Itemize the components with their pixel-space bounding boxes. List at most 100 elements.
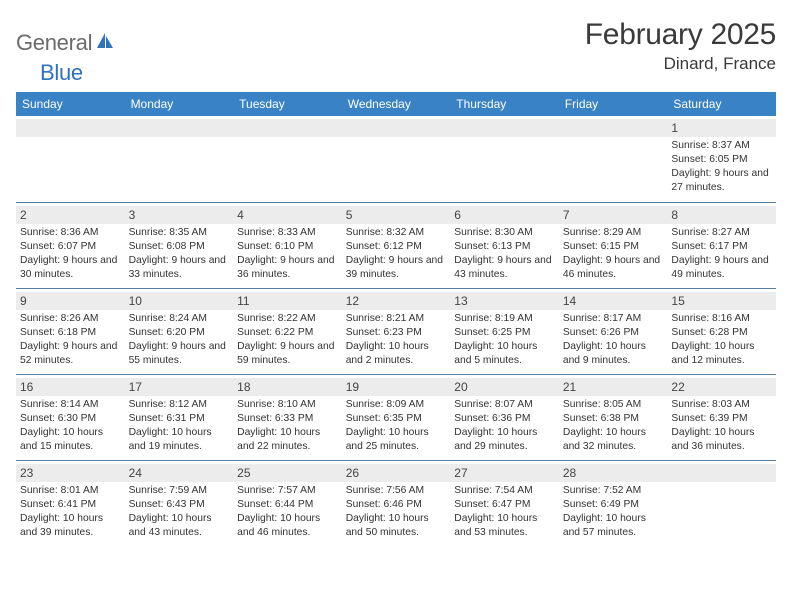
day-details: Sunrise: 8:09 AMSunset: 6:35 PMDaylight:… (346, 398, 447, 454)
calendar-cell (233, 116, 342, 202)
day-details: Sunrise: 8:37 AMSunset: 6:05 PMDaylight:… (671, 139, 772, 195)
day-number: 13 (450, 292, 559, 310)
day-number: 16 (16, 378, 125, 396)
day-details: Sunrise: 8:35 AMSunset: 6:08 PMDaylight:… (129, 226, 230, 282)
day-details: Sunrise: 8:24 AMSunset: 6:20 PMDaylight:… (129, 312, 230, 368)
logo-text-blue: Blue (40, 60, 83, 85)
day-details: Sunrise: 7:56 AMSunset: 6:46 PMDaylight:… (346, 484, 447, 540)
day-number: 15 (667, 292, 776, 310)
day-number: 7 (559, 206, 668, 224)
calendar-cell: 19 Sunrise: 8:09 AMSunset: 6:35 PMDayligh… (342, 374, 451, 460)
day-number: 28 (559, 464, 668, 482)
day-number: 9 (16, 292, 125, 310)
calendar-cell: 3 Sunrise: 8:35 AMSunset: 6:08 PMDaylight… (125, 202, 234, 288)
day-details: Sunrise: 8:27 AMSunset: 6:17 PMDaylight:… (671, 226, 772, 282)
calendar-cell: 26 Sunrise: 7:56 AMSunset: 6:46 PMDayligh… (342, 460, 451, 546)
calendar-cell: 2 Sunrise: 8:36 AMSunset: 6:07 PMDaylight… (16, 202, 125, 288)
day-details: Sunrise: 8:26 AMSunset: 6:18 PMDaylight:… (20, 312, 121, 368)
day-details: Sunrise: 8:30 AMSunset: 6:13 PMDaylight:… (454, 226, 555, 282)
calendar-cell: 5 Sunrise: 8:32 AMSunset: 6:12 PMDaylight… (342, 202, 451, 288)
day-number: 22 (667, 378, 776, 396)
calendar-page: General February 2025 Dinard, France Blu… (0, 0, 792, 546)
calendar-cell: 7 Sunrise: 8:29 AMSunset: 6:15 PMDaylight… (559, 202, 668, 288)
calendar-cell: 22Sunrise: 8:03 AMSunset: 6:39 PMDayligh… (667, 374, 776, 460)
weekday-sun: Sunday (16, 92, 125, 116)
day-number: 25 (233, 464, 342, 482)
logo: General (16, 18, 117, 56)
day-details: Sunrise: 8:36 AMSunset: 6:07 PMDaylight:… (20, 226, 121, 282)
day-number: 4 (233, 206, 342, 224)
day-number (559, 119, 668, 137)
day-number: 10 (125, 292, 234, 310)
location-label: Dinard, France (585, 54, 776, 74)
calendar-cell: 18 Sunrise: 8:10 AMSunset: 6:33 PMDayligh… (233, 374, 342, 460)
day-number: 19 (342, 378, 451, 396)
calendar-cell: 16 Sunrise: 8:14 AMSunset: 6:30 PMDayligh… (16, 374, 125, 460)
weekday-sat: Saturday (667, 92, 776, 116)
day-number (667, 464, 776, 482)
calendar-cell (16, 116, 125, 202)
day-number: 5 (342, 206, 451, 224)
calendar-cell (125, 116, 234, 202)
day-number: 2 (16, 206, 125, 224)
day-details: Sunrise: 8:07 AMSunset: 6:36 PMDaylight:… (454, 398, 555, 454)
day-number (125, 119, 234, 137)
day-number: 17 (125, 378, 234, 396)
calendar-cell: 6 Sunrise: 8:30 AMSunset: 6:13 PMDaylight… (450, 202, 559, 288)
title-block: February 2025 Dinard, France (585, 18, 776, 74)
calendar-cell: 14Sunrise: 8:17 AMSunset: 6:26 PMDayligh… (559, 288, 668, 374)
weekday-fri: Friday (559, 92, 668, 116)
calendar-cell: 24Sunrise: 7:59 AMSunset: 6:43 PMDayligh… (125, 460, 234, 546)
day-number: 12 (342, 292, 451, 310)
day-details: Sunrise: 8:10 AMSunset: 6:33 PMDaylight:… (237, 398, 338, 454)
calendar-cell (667, 460, 776, 546)
calendar-cell: 12Sunrise: 8:21 AMSunset: 6:23 PMDayligh… (342, 288, 451, 374)
calendar-cell: 15 Sunrise: 8:16 AMSunset: 6:28 PMDayligh… (667, 288, 776, 374)
day-details: Sunrise: 8:12 AMSunset: 6:31 PMDaylight:… (129, 398, 230, 454)
day-details: Sunrise: 8:33 AMSunset: 6:10 PMDaylight:… (237, 226, 338, 282)
day-details: Sunrise: 8:14 AMSunset: 6:30 PMDaylight:… (20, 398, 121, 454)
day-details: Sunrise: 8:19 AMSunset: 6:25 PMDaylight:… (454, 312, 555, 368)
day-number: 27 (450, 464, 559, 482)
day-number: 26 (342, 464, 451, 482)
day-number: 18 (233, 378, 342, 396)
day-details: Sunrise: 8:16 AMSunset: 6:28 PMDaylight:… (671, 312, 772, 368)
day-details: Sunrise: 8:01 AMSunset: 6:41 PMDaylight:… (20, 484, 121, 540)
day-number: 11 (233, 292, 342, 310)
weekday-tue: Tuesday (233, 92, 342, 116)
calendar-cell: 13 Sunrise: 8:19 AMSunset: 6:25 PMDayligh… (450, 288, 559, 374)
calendar-cell (559, 116, 668, 202)
day-details: Sunrise: 8:32 AMSunset: 6:12 PMDaylight:… (346, 226, 447, 282)
calendar-cell: 10 Sunrise: 8:24 AMSunset: 6:20 PMDayligh… (125, 288, 234, 374)
logo-sail-icon (95, 31, 115, 56)
calendar-grid: 1Sunrise: 8:37 AMSunset: 6:05 PMDaylight… (16, 116, 776, 546)
calendar-cell: 17 Sunrise: 8:12 AMSunset: 6:31 PMDayligh… (125, 374, 234, 460)
day-number: 3 (125, 206, 234, 224)
day-number (233, 119, 342, 137)
day-number (342, 119, 451, 137)
day-number: 23 (16, 464, 125, 482)
calendar-cell: 23 Sunrise: 8:01 AMSunset: 6:41 PMDayligh… (16, 460, 125, 546)
weekday-wed: Wednesday (342, 92, 451, 116)
calendar-cell: 11Sunrise: 8:22 AMSunset: 6:22 PMDayligh… (233, 288, 342, 374)
weekday-mon: Monday (125, 92, 234, 116)
calendar-cell: 27 Sunrise: 7:54 AMSunset: 6:47 PMDayligh… (450, 460, 559, 546)
day-number (16, 119, 125, 137)
calendar-cell: 4 Sunrise: 8:33 AMSunset: 6:10 PMDaylight… (233, 202, 342, 288)
calendar-cell (450, 116, 559, 202)
day-number: 20 (450, 378, 559, 396)
month-title: February 2025 (585, 18, 776, 52)
day-number (450, 119, 559, 137)
calendar-cell: 28 Sunrise: 7:52 AMSunset: 6:49 PMDayligh… (559, 460, 668, 546)
day-details: Sunrise: 8:29 AMSunset: 6:15 PMDaylight:… (563, 226, 664, 282)
day-number: 24 (125, 464, 234, 482)
day-number: 21 (559, 378, 668, 396)
day-details: Sunrise: 7:52 AMSunset: 6:49 PMDaylight:… (563, 484, 664, 540)
calendar-cell: 25Sunrise: 7:57 AMSunset: 6:44 PMDayligh… (233, 460, 342, 546)
day-details: Sunrise: 7:54 AMSunset: 6:47 PMDaylight:… (454, 484, 555, 540)
weekday-thu: Thursday (450, 92, 559, 116)
calendar-cell: 8Sunrise: 8:27 AMSunset: 6:17 PMDaylight… (667, 202, 776, 288)
day-number: 6 (450, 206, 559, 224)
day-details: Sunrise: 8:05 AMSunset: 6:38 PMDaylight:… (563, 398, 664, 454)
calendar-cell: 9 Sunrise: 8:26 AMSunset: 6:18 PMDaylight… (16, 288, 125, 374)
